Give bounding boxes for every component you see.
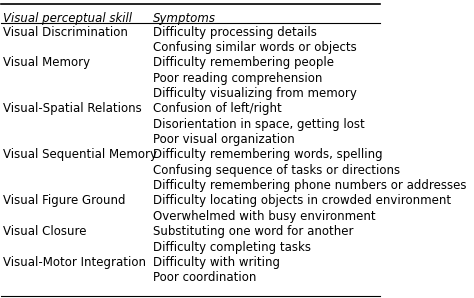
Text: Difficulty remembering people: Difficulty remembering people bbox=[153, 56, 334, 69]
Text: Visual Figure Ground: Visual Figure Ground bbox=[3, 195, 126, 207]
Text: Poor visual organization: Poor visual organization bbox=[153, 133, 294, 146]
Text: Confusion of left/right: Confusion of left/right bbox=[153, 102, 282, 115]
Text: Visual-Spatial Relations: Visual-Spatial Relations bbox=[3, 102, 142, 115]
Text: Difficulty remembering words, spelling: Difficulty remembering words, spelling bbox=[153, 148, 382, 162]
Text: Poor reading comprehension: Poor reading comprehension bbox=[153, 72, 322, 85]
Text: Visual Closure: Visual Closure bbox=[3, 225, 87, 238]
Text: Disorientation in space, getting lost: Disorientation in space, getting lost bbox=[153, 118, 365, 131]
Text: Visual Memory: Visual Memory bbox=[3, 56, 91, 69]
Text: Difficulty processing details: Difficulty processing details bbox=[153, 26, 317, 39]
Text: Substituting one word for another: Substituting one word for another bbox=[153, 225, 353, 238]
Text: Difficulty locating objects in crowded environment: Difficulty locating objects in crowded e… bbox=[153, 195, 451, 207]
Text: Visual-Motor Integration: Visual-Motor Integration bbox=[3, 256, 146, 269]
Text: Overwhelmed with busy environment: Overwhelmed with busy environment bbox=[153, 210, 375, 223]
Text: Symptoms: Symptoms bbox=[153, 12, 216, 25]
Text: Difficulty remembering phone numbers or addresses: Difficulty remembering phone numbers or … bbox=[153, 179, 466, 192]
Text: Difficulty visualizing from memory: Difficulty visualizing from memory bbox=[153, 87, 356, 100]
Text: Difficulty completing tasks: Difficulty completing tasks bbox=[153, 240, 310, 254]
Text: Visual perceptual skill: Visual perceptual skill bbox=[3, 12, 132, 25]
Text: Visual Sequential Memory: Visual Sequential Memory bbox=[3, 148, 157, 162]
Text: Visual Discrimination: Visual Discrimination bbox=[3, 26, 128, 39]
Text: Difficulty with writing: Difficulty with writing bbox=[153, 256, 280, 269]
Text: Poor coordination: Poor coordination bbox=[153, 271, 256, 284]
Text: Confusing sequence of tasks or directions: Confusing sequence of tasks or direction… bbox=[153, 164, 400, 177]
Text: Confusing similar words or objects: Confusing similar words or objects bbox=[153, 41, 356, 54]
